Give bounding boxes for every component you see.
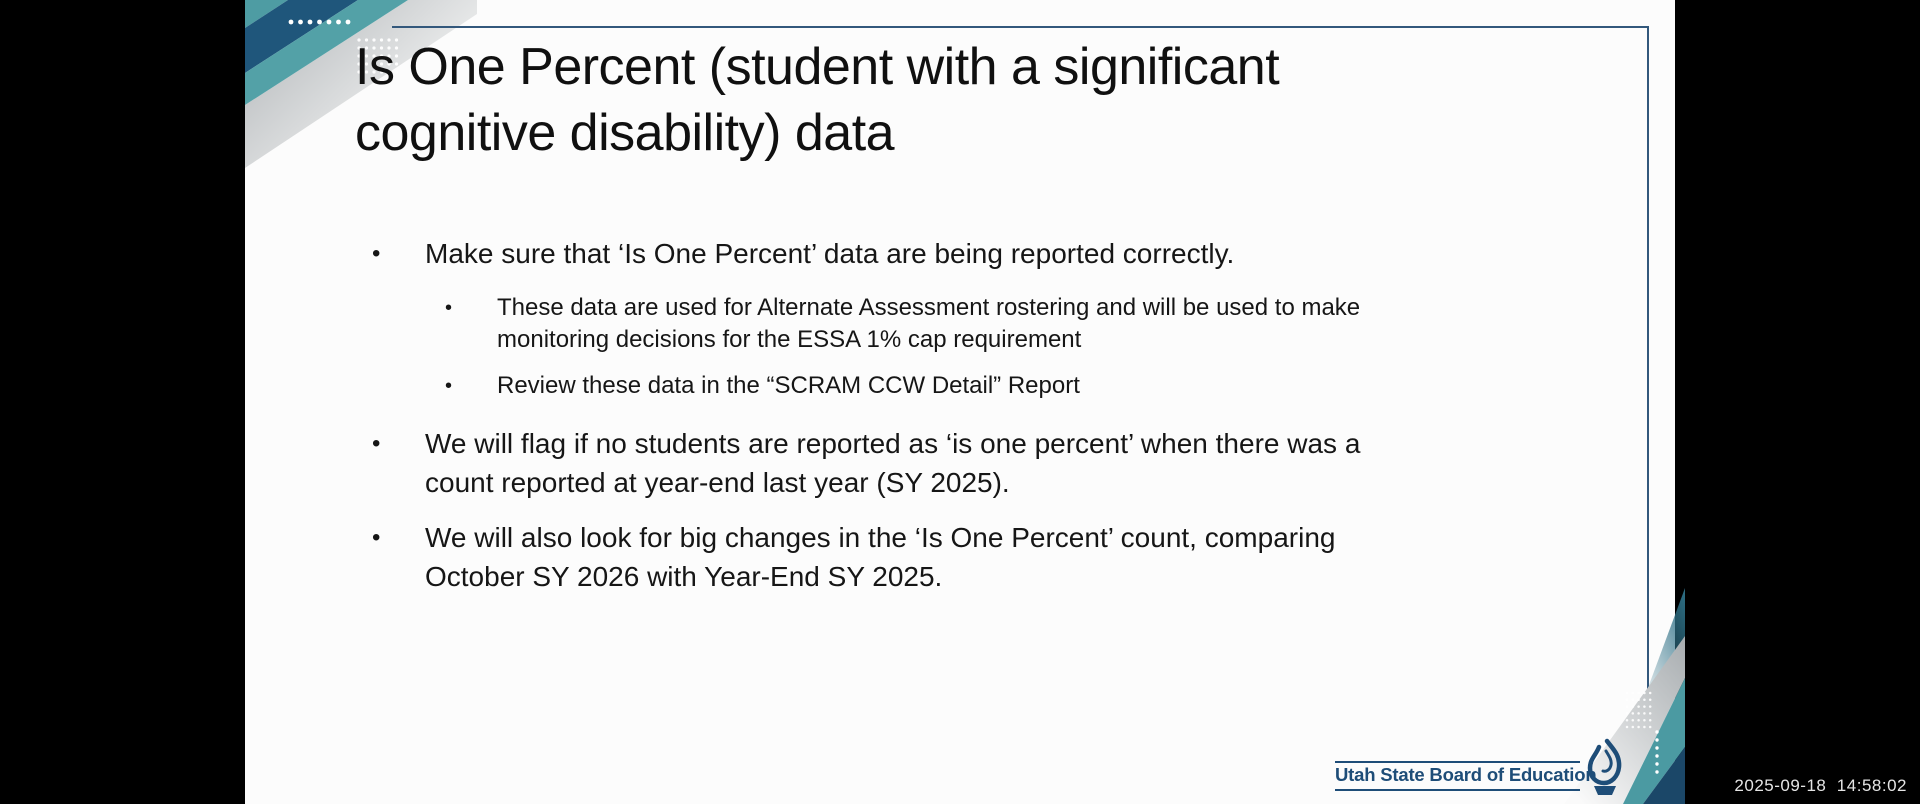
bullet-marker: •	[372, 430, 381, 457]
slide-body: • Make sure that ‘Is One Percent’ data a…	[370, 234, 1570, 596]
slide-title: Is One Percent (student with a significa…	[355, 34, 1535, 166]
presentation-slide: Is One Percent (student with a significa…	[245, 0, 1685, 804]
bullet-marker: •	[445, 375, 453, 397]
dot-line-decoration	[1655, 730, 1659, 774]
dot-grid-decoration	[357, 38, 399, 74]
dot-row-decoration	[288, 19, 351, 25]
bullet-text: We will flag if no students are reported…	[425, 428, 1361, 498]
logo-org-name: Utah State Board of Education	[1335, 764, 1597, 785]
corner-decoration-top-left	[245, 0, 477, 168]
corner-decoration-bottom-right	[1564, 588, 1685, 804]
slide-frame-right-line	[1647, 26, 1649, 690]
bullet-item: • We will also look for big changes in t…	[370, 518, 1570, 596]
bullet-marker: •	[372, 524, 381, 551]
dot-grid-decoration	[1625, 691, 1652, 729]
slide-frame-top-line	[392, 26, 1649, 28]
logo-rule-bottom	[1335, 789, 1580, 791]
bullet-text: Review these data in the “SCRAM CCW Deta…	[497, 372, 1080, 399]
sub-bullet-item: • Review these data in the “SCRAM CCW De…	[443, 370, 1570, 402]
torch-flame-icon	[1587, 738, 1622, 795]
bullet-marker: •	[445, 297, 453, 319]
sub-bullet-item: • These data are used for Alternate Asse…	[443, 292, 1570, 356]
slide-title-line: cognitive disability) data	[355, 104, 895, 162]
bullet-text: Make sure that ‘Is One Percent’ data are…	[425, 238, 1235, 269]
slide-title-line: Is One Percent (student with a significa…	[355, 38, 1280, 96]
bullet-text: These data are used for Alternate Assess…	[497, 294, 1361, 353]
usbe-logo: Utah State Board of Education	[1335, 736, 1635, 798]
bullet-item: • We will flag if no students are report…	[370, 424, 1570, 502]
bullet-item: • Make sure that ‘Is One Percent’ data a…	[370, 234, 1570, 273]
logo-rule-top	[1335, 761, 1580, 763]
bullet-marker: •	[372, 240, 381, 267]
timestamp-overlay: 2025-09-18 14:58:02	[1734, 776, 1907, 795]
bullet-text: We will also look for big changes in the…	[425, 522, 1336, 592]
